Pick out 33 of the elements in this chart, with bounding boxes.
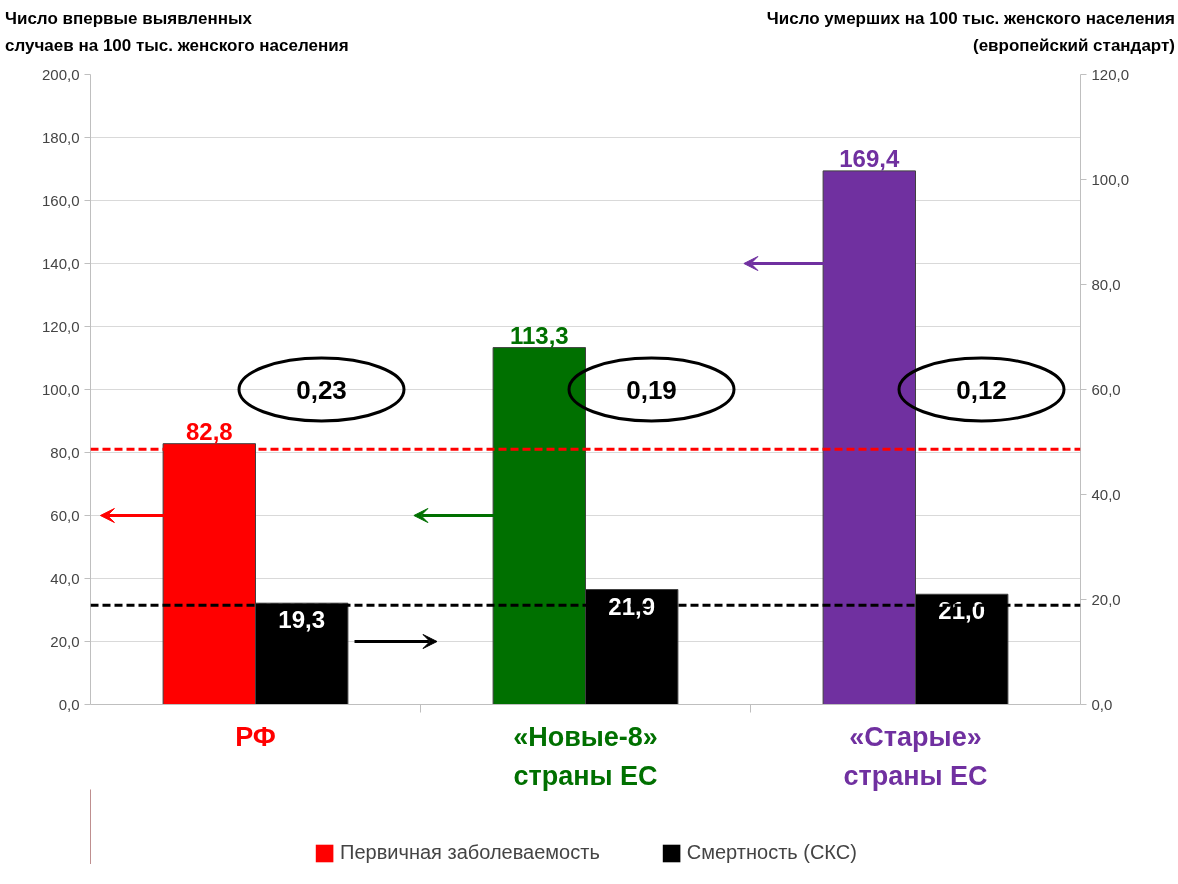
- y2-tick-label: 100,0: [1091, 170, 1130, 188]
- y-tick-label: 180,0: [41, 128, 80, 146]
- x-tick-label: «Старые» страны ЕС: [843, 722, 988, 792]
- data-label: 113,3: [509, 321, 569, 349]
- y2-tick-label: 120,0: [1091, 65, 1130, 83]
- y2-tick-label: 20,0: [1091, 590, 1121, 608]
- y-tick-label: 0,0: [58, 695, 80, 713]
- x-tick-label: РФ: [235, 722, 276, 753]
- data-label: 21,9: [608, 592, 656, 620]
- y-tick-label: 200,0: [41, 65, 80, 83]
- y-tick-label: 140,0: [41, 254, 80, 272]
- legend-label: Первичная заболеваемость: [340, 841, 600, 865]
- annotation: 0,19: [626, 374, 677, 405]
- y-tick-label: 100,0: [41, 380, 80, 398]
- y2-axis-title: Число умерших на 100 тыс. женского населения (европейский стандарт): [766, 8, 1175, 58]
- data-label: 19,3: [278, 606, 326, 634]
- y2-tick-label: 40,0: [1091, 485, 1121, 503]
- y2-tick-label: 80,0: [1091, 275, 1121, 293]
- y-tick-label: 80,0: [50, 443, 80, 461]
- x-tick-label: «Новые-8» страны ЕС: [513, 722, 658, 792]
- y-tick-label: 20,0: [50, 632, 80, 650]
- y-tick-label: 40,0: [50, 569, 80, 587]
- legend-label: Смертность (СКС): [686, 841, 857, 865]
- y-axis-title: Число впервые выявленных случаев на 100 тыс. женского населения: [5, 8, 349, 58]
- y2-tick-label: 60,0: [1091, 380, 1121, 398]
- data-label: 82,8: [185, 418, 233, 446]
- annotation: 0,23: [296, 374, 347, 405]
- y-tick-label: 120,0: [41, 317, 80, 335]
- annotation: 0,12: [956, 374, 1007, 405]
- y2-tick-label: 0,0: [1091, 695, 1113, 713]
- y-tick-label: 60,0: [50, 506, 80, 524]
- y-tick-label: 160,0: [41, 191, 80, 209]
- data-label: 169,4: [839, 145, 900, 173]
